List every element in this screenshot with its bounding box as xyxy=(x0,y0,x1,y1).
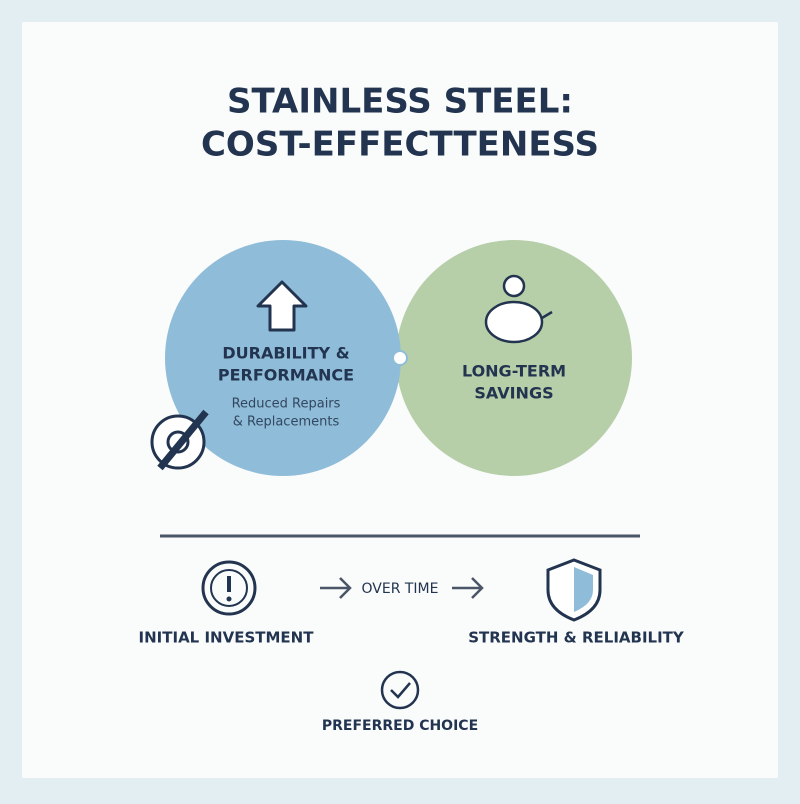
savings-circle xyxy=(396,240,632,476)
circle-title: PERFORMANCE xyxy=(218,366,354,385)
circle-title: LONG-TERM xyxy=(462,362,566,381)
arrow xyxy=(452,577,484,599)
footer-label: PREFERRED CHOICE xyxy=(322,718,478,734)
connector xyxy=(392,350,408,366)
circle-subtitle: & Replacements xyxy=(233,415,340,430)
timeline-middle: OVER TIME xyxy=(362,581,439,597)
alert-icon xyxy=(210,569,248,607)
alert-icon xyxy=(226,596,232,602)
circle-subtitle: Reduced Repairs xyxy=(232,397,341,412)
circle-title: DURABILITY & xyxy=(222,344,349,363)
title: COST-EFFECTTENESS xyxy=(201,125,599,165)
timeline-start: INITIAL INVESTMENT xyxy=(139,629,315,647)
durability-circle xyxy=(165,240,401,476)
piggy-bank-icon xyxy=(484,274,553,344)
panel xyxy=(22,22,778,778)
check-icon xyxy=(390,682,411,699)
arrow xyxy=(320,577,352,599)
timeline-end: STRENGTH & RELIABILITY xyxy=(468,629,685,647)
arrow-up-icon xyxy=(256,280,308,332)
check-icon xyxy=(380,670,420,710)
alert-icon xyxy=(201,560,257,616)
gear-wrench-icon xyxy=(150,409,209,471)
circle-title: SAVINGS xyxy=(474,384,553,403)
shield-icon xyxy=(574,567,593,612)
title: STAINLESS STEEL: xyxy=(227,82,573,122)
